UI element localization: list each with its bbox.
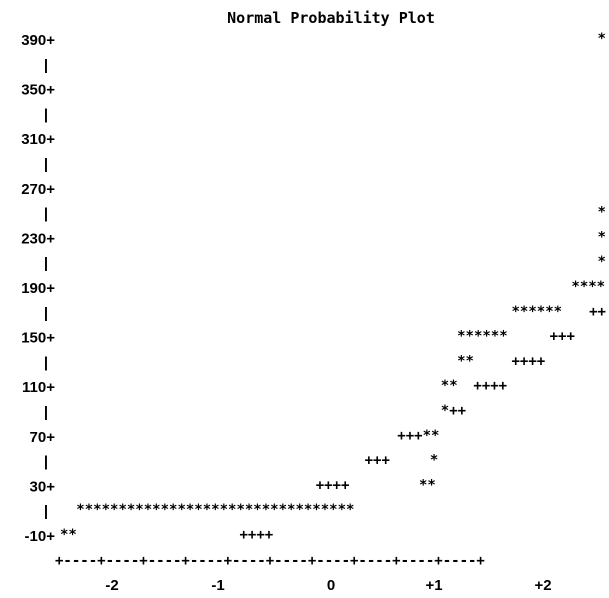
- y-tick-label: 310+: [21, 131, 55, 148]
- data-point-mark: **: [419, 477, 436, 493]
- x-tick-label: 0: [327, 577, 335, 594]
- data-point-mark: **: [457, 353, 474, 369]
- data-point-mark: **: [60, 527, 77, 543]
- y-tick-label: 270+: [21, 181, 55, 198]
- data-and-reference-mark: *++: [441, 403, 466, 419]
- y-tick-label: 110+: [22, 379, 55, 396]
- reference-line-mark: ++++: [473, 378, 507, 394]
- chart-title: Normal Probability Plot: [227, 9, 435, 27]
- data-point-mark: *: [598, 229, 606, 245]
- y-tick-label: -10+: [25, 528, 56, 545]
- data-point-mark: *: [430, 453, 438, 469]
- y-axis-pipe: |: [44, 156, 48, 173]
- x-axis-line: +----+----+----+----+----+----+----+----…: [55, 553, 485, 569]
- reference-line-mark: ++++: [512, 353, 546, 369]
- y-tick-label: 350+: [21, 82, 55, 99]
- data-point-mark: ******: [457, 329, 508, 345]
- reference-line-mark: ++++: [240, 527, 274, 543]
- data-point-mark: *********************************: [76, 502, 354, 518]
- y-axis-pipe: |: [44, 503, 48, 520]
- x-tick-label: -2: [105, 577, 118, 594]
- reference-line-mark: +++: [365, 453, 390, 469]
- data-point-mark: *: [598, 205, 606, 221]
- y-axis-pipe: |: [44, 454, 48, 471]
- data-point-mark: **: [441, 378, 458, 394]
- y-axis-labels: 390+ | 350+ | 310+ | 270+ | 230+ | 190+ | 150+ | 110+ |…: [21, 32, 55, 545]
- x-tick-label: +2: [534, 577, 551, 594]
- reference-line-mark: ++: [589, 304, 606, 320]
- y-axis-pipe: |: [44, 57, 48, 74]
- y-axis-pipe: |: [44, 106, 48, 123]
- y-tick-label: 150+: [21, 330, 55, 347]
- y-tick-label: 30+: [30, 478, 56, 495]
- y-axis-pipe: |: [44, 404, 48, 421]
- x-tick-label: -1: [211, 577, 224, 594]
- reference-line-mark: +++: [550, 329, 575, 345]
- y-tick-label: 390+: [21, 32, 55, 49]
- data-point-mark: ****: [571, 279, 605, 295]
- plot-marks: ************** ++****** +++** ++++** ++++*++…: [60, 31, 606, 543]
- y-axis-pipe: |: [44, 206, 48, 223]
- x-axis-tick-labels: -2 -1 0 +1 +2: [105, 577, 551, 594]
- y-axis-pipe: |: [44, 305, 48, 322]
- data-point-mark: *: [598, 254, 606, 270]
- data-and-reference-mark: +++**: [397, 428, 439, 444]
- y-axis-pipe: |: [44, 255, 48, 272]
- data-point-mark: *: [598, 31, 606, 47]
- y-tick-label: 190+: [21, 280, 55, 297]
- reference-line-mark: ++++: [316, 477, 350, 493]
- x-tick-label: +1: [425, 577, 442, 594]
- y-tick-label: 70+: [30, 429, 56, 446]
- data-point-mark: ******: [512, 304, 563, 320]
- y-tick-label: 230+: [21, 230, 55, 247]
- y-axis-pipe: |: [44, 354, 48, 371]
